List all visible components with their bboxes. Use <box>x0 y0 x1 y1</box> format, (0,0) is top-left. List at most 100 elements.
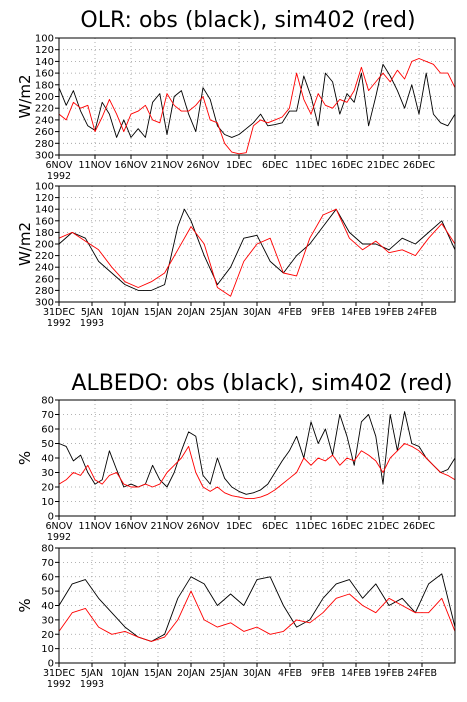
series-line-sim402 <box>58 590 456 642</box>
y-tick-label: 80 <box>41 396 54 407</box>
y-tick-label: 260 <box>35 274 54 285</box>
y-tick-label: 120 <box>35 45 54 56</box>
y-tick-label: 40 <box>41 454 54 465</box>
x-tick-label: 21NOV <box>150 160 184 171</box>
y-tick-label: 100 <box>35 34 54 45</box>
x-tick-label: 16DEC <box>331 160 363 171</box>
olr-panel-jan-feb: 10012014016018020022024026028030031DEC19… <box>16 182 456 329</box>
x-tick-label: 15JAN <box>144 668 172 679</box>
x-tick-label: 11DEC <box>295 160 327 171</box>
y-tick-label: 120 <box>35 193 54 204</box>
x-tick-label: 25JAN <box>210 307 238 318</box>
x-tick-year-label: 1992 <box>47 532 71 543</box>
x-tick-label: 19FEB <box>374 307 404 318</box>
x-tick-label: 6NOV <box>46 521 73 532</box>
y-tick-label: 140 <box>35 57 54 68</box>
x-tick-label: 30JAN <box>243 307 271 318</box>
x-tick-label: 24FEB <box>407 307 437 318</box>
y-tick-label: 80 <box>41 544 54 555</box>
x-tick-year-label: 1993 <box>80 679 104 690</box>
y-tick-label: 10 <box>41 644 54 655</box>
x-tick-label: 11NOV <box>78 160 112 171</box>
y-tick-label: 140 <box>35 205 54 216</box>
x-tick-label: 11DEC <box>295 521 327 532</box>
x-tick-label: 15JAN <box>144 307 172 318</box>
x-tick-label: 26NOV <box>186 160 220 171</box>
x-tick-label: 5JAN <box>81 668 103 679</box>
y-tick-label: 300 <box>35 151 54 162</box>
x-tick-label: 6DEC <box>262 521 288 532</box>
y-tick-label: 0 <box>48 659 54 670</box>
x-tick-label: 1DEC <box>226 521 252 532</box>
y-tick-label: 300 <box>35 298 54 309</box>
albedo-title: ALBEDO: obs (black), sim402 (red) <box>71 371 452 396</box>
series-line-sim402 <box>58 208 456 297</box>
x-tick-label: 31DEC <box>43 668 75 679</box>
x-tick-label: 21DEC <box>367 521 399 532</box>
x-tick-year-label: 1992 <box>47 171 71 182</box>
series-line-obs <box>58 573 456 642</box>
x-tick-label: 21DEC <box>367 160 399 171</box>
x-tick-label: 16NOV <box>114 521 148 532</box>
y-tick-label: 160 <box>35 216 54 227</box>
x-tick-label: 10JAN <box>111 307 139 318</box>
x-tick-label: 26NOV <box>186 521 220 532</box>
y-tick-label: 50 <box>41 587 54 598</box>
x-tick-label: 14FEB <box>341 307 371 318</box>
y-tick-label: 180 <box>35 228 54 239</box>
y-tick-label: 100 <box>35 182 54 193</box>
series-line-sim402 <box>58 443 456 500</box>
y-tick-label: 200 <box>35 92 54 103</box>
y-tick-label: 40 <box>41 601 54 612</box>
x-tick-year-label: 1993 <box>80 318 104 329</box>
x-tick-label: 24FEB <box>407 668 437 679</box>
y-tick-label: 20 <box>41 630 54 641</box>
y-tick-label: 160 <box>35 69 54 80</box>
x-tick-label: 4FEB <box>278 668 302 679</box>
y-tick-label: 0 <box>48 512 54 523</box>
x-tick-label: 5JAN <box>81 307 103 318</box>
y-tick-label: 240 <box>35 115 54 126</box>
y-tick-label: 50 <box>41 439 54 450</box>
x-tick-label: 26DEC <box>403 160 435 171</box>
y-tick-label: 220 <box>35 251 54 262</box>
x-tick-label: 4FEB <box>278 307 302 318</box>
x-tick-label: 30JAN <box>243 668 271 679</box>
x-tick-label: 16NOV <box>114 160 148 171</box>
y-tick-label: 30 <box>41 468 54 479</box>
series-line-obs <box>58 208 456 291</box>
x-tick-label: 19FEB <box>374 668 404 679</box>
x-tick-label: 20JAN <box>177 307 205 318</box>
series-line-obs <box>58 411 456 495</box>
y-tick-label: 260 <box>35 127 54 138</box>
olr-title: OLR: obs (black), sim402 (red) <box>80 8 415 33</box>
x-tick-label: 10JAN <box>111 668 139 679</box>
y-tick-label: 20 <box>41 483 54 494</box>
olr-panel-nov-dec: 1001201401601802002202402602803006NOV199… <box>16 34 456 182</box>
y-tick-label: 180 <box>35 80 54 91</box>
x-tick-label: 1DEC <box>226 160 252 171</box>
x-tick-year-label: 1992 <box>47 318 71 329</box>
y-tick-label: 220 <box>35 104 54 115</box>
y-tick-label: 70 <box>41 410 54 421</box>
x-tick-label: 16DEC <box>331 521 363 532</box>
y-axis-label: W/m2 <box>16 222 34 266</box>
y-tick-label: 60 <box>41 572 54 583</box>
y-tick-label: 30 <box>41 615 54 626</box>
y-tick-label: 240 <box>35 263 54 274</box>
x-tick-label: 14FEB <box>341 668 371 679</box>
x-tick-year-label: 1992 <box>47 679 71 690</box>
y-axis-label: % <box>16 451 34 465</box>
y-tick-label: 280 <box>35 139 54 150</box>
y-axis-label: W/m2 <box>16 74 34 118</box>
y-tick-label: 60 <box>41 425 54 436</box>
x-tick-label: 9FEB <box>311 307 335 318</box>
series-line-sim402 <box>58 58 456 155</box>
y-tick-label: 280 <box>35 286 54 297</box>
y-tick-label: 70 <box>41 558 54 569</box>
x-tick-label: 26DEC <box>403 521 435 532</box>
x-tick-label: 25JAN <box>210 668 238 679</box>
